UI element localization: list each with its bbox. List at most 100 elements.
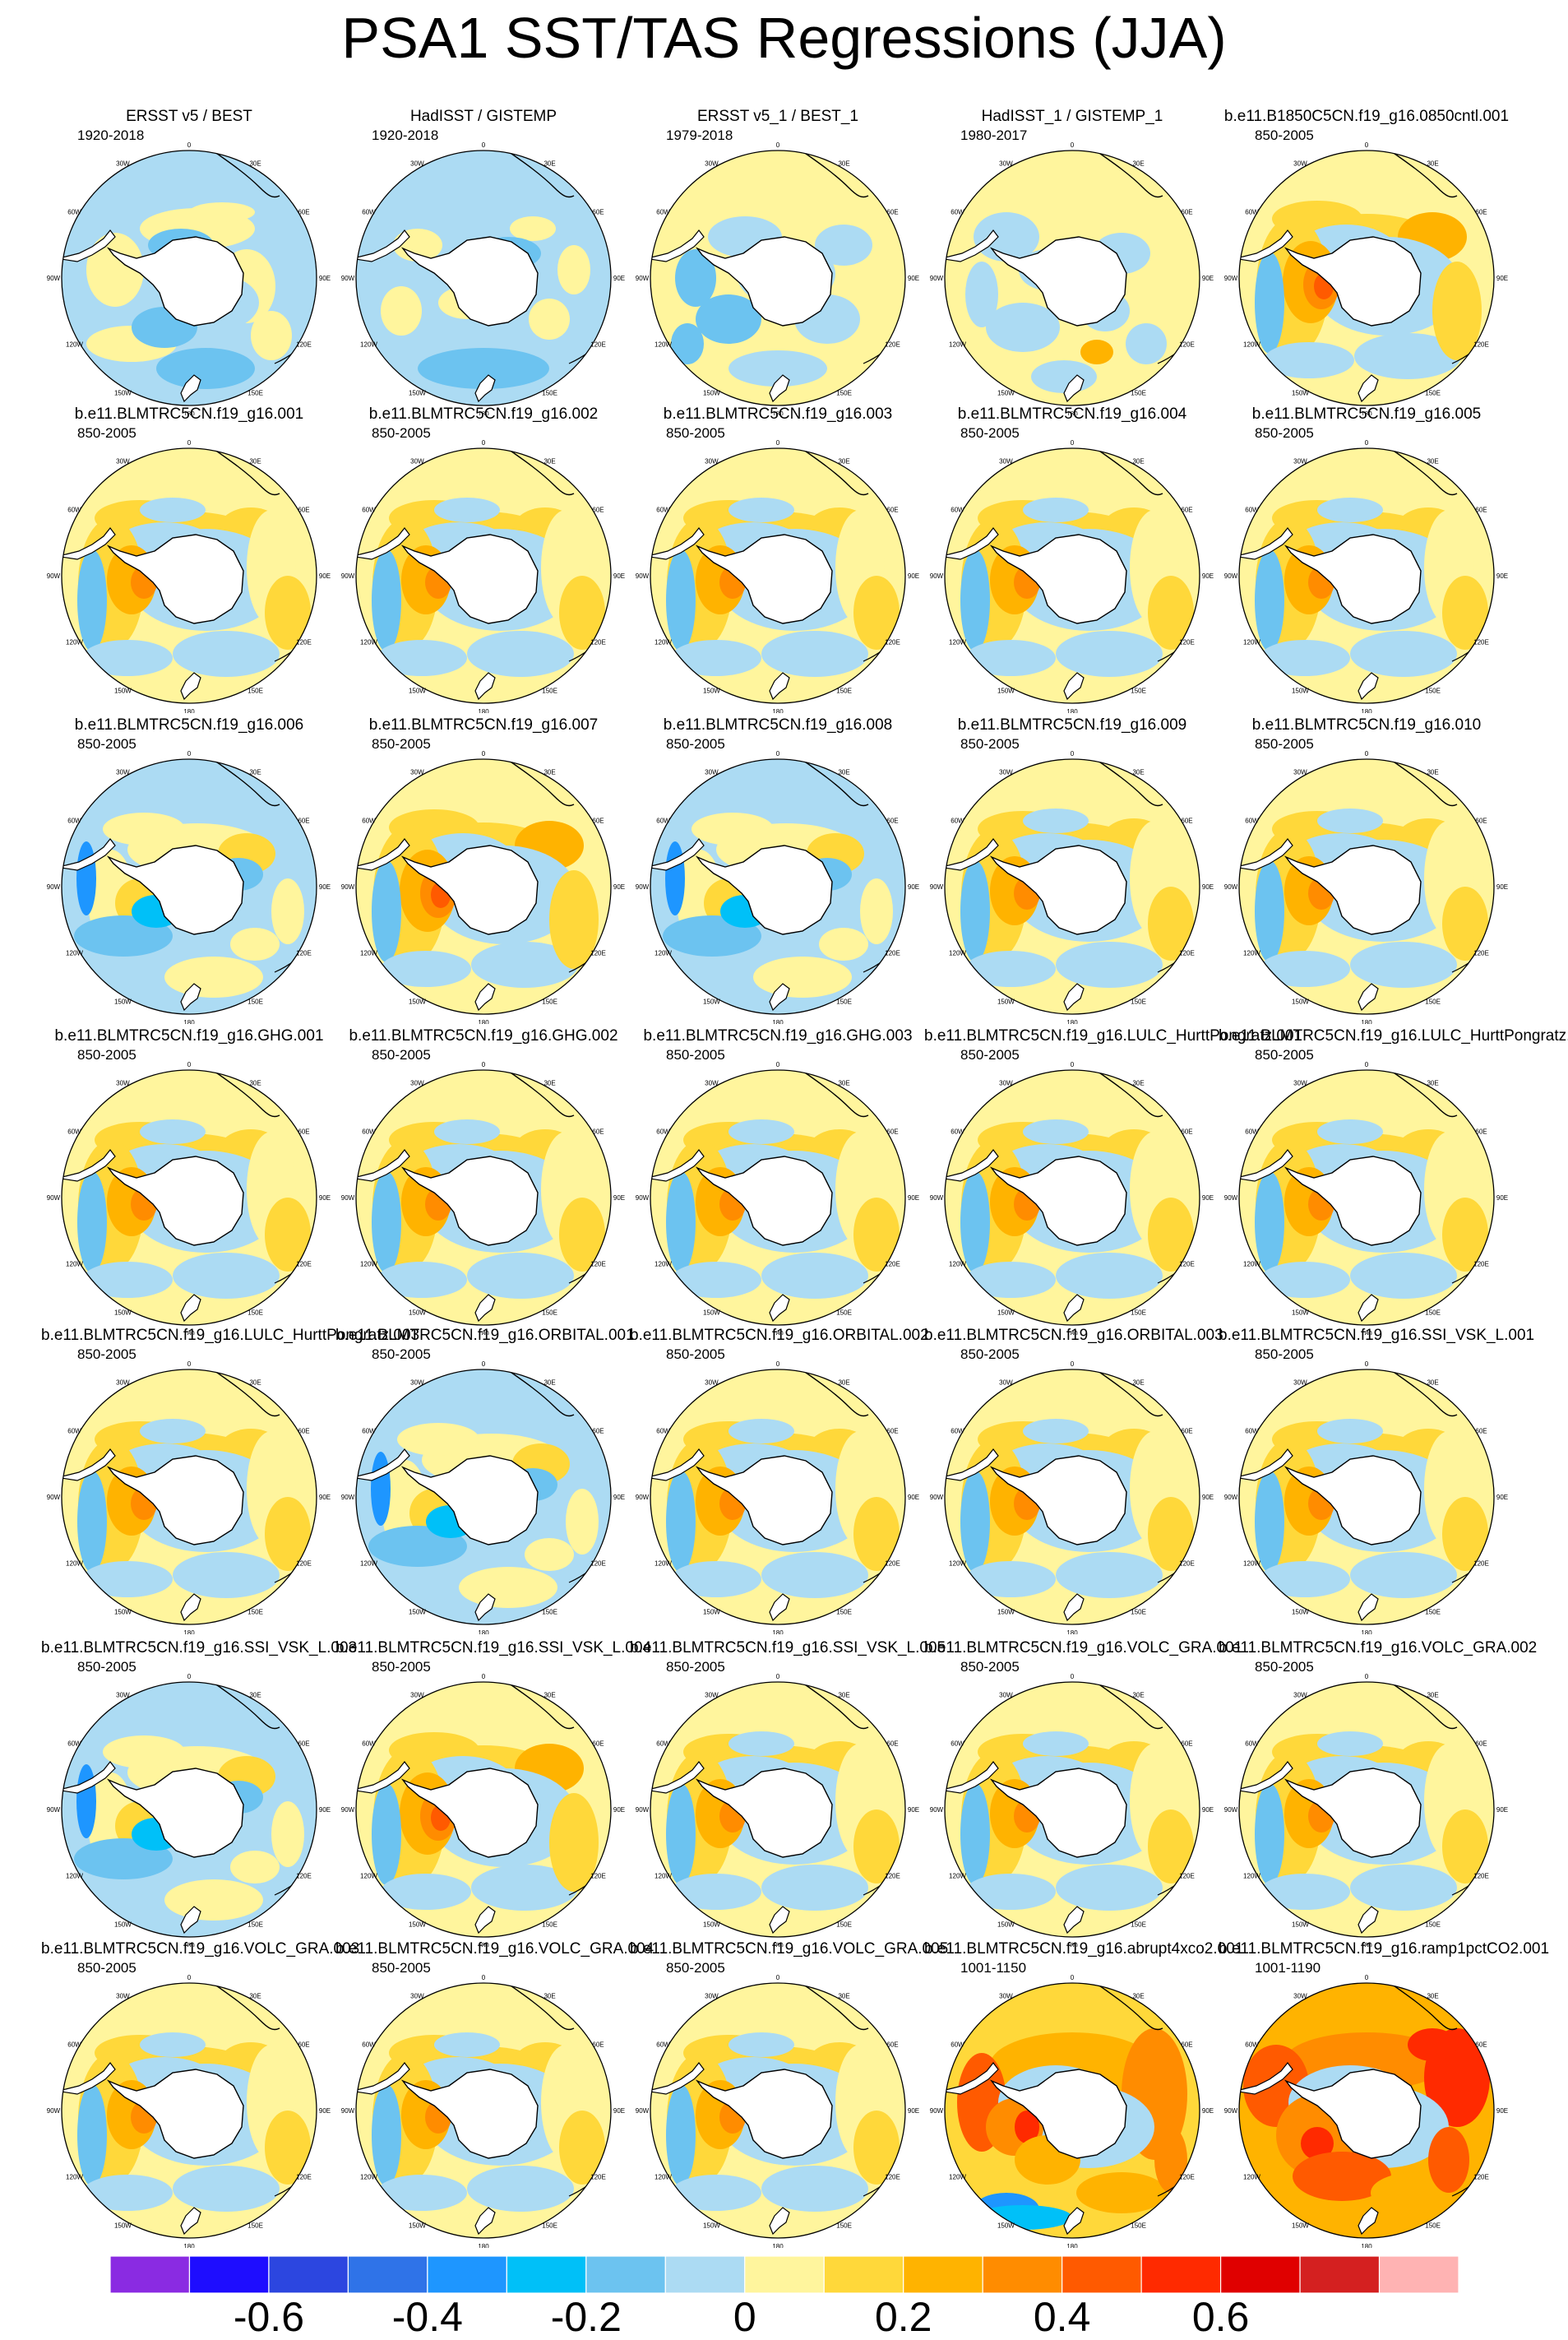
longitude-label: 90W: [930, 275, 944, 282]
contour-region: [86, 233, 144, 307]
map-border: [355, 1369, 612, 1625]
longitude-label: 30W: [410, 160, 424, 168]
contour-region: [1442, 1809, 1488, 1884]
panel-title: b.e11.BLMTRC5CN.f19_g16.LULC_HurttPongra…: [924, 1027, 1303, 1045]
polar-map: 0 30E 60E 90E 120E 150E 180 150W 120W 90W 60W 30W: [930, 1061, 1214, 1335]
longitude-label: 60E: [886, 2041, 898, 2048]
colorbar-bin: [1140, 2255, 1222, 2294]
longitude-label: 30E: [249, 1993, 261, 2000]
contour-region: [434, 2032, 500, 2057]
map-panel: 0 30E 60E 90E 120E 150E 180 150W 120W 90W 60W 30W b.…: [924, 1638, 1242, 1947]
longitude-label: 180: [183, 708, 195, 713]
longitude-label: 30E: [838, 1692, 849, 1699]
contour-region: [1442, 1198, 1488, 1272]
contour-region: [381, 1874, 471, 1910]
map-panel: 0 30E 60E 90E 120E 150E 180 150W 120W 90W 60W 30W Ha…: [335, 107, 631, 415]
new-zealand-coastline: [1358, 983, 1379, 1012]
contour-region: [103, 1735, 185, 1768]
new-zealand-coastline: [180, 374, 201, 403]
new-zealand-coastline: [1358, 1906, 1379, 1935]
panel-period: 850-2005: [960, 425, 1020, 441]
africa-coastline: [802, 448, 869, 496]
map-panel: 0 30E 60E 90E 120E 150E 180 150W 120W 90W 60W 30W b.…: [335, 405, 631, 713]
longitude-label: 30E: [249, 769, 261, 776]
longitude-label: 60W: [656, 1427, 670, 1434]
new-zealand-coastline: [769, 983, 790, 1012]
contour-region: [1260, 1262, 1350, 1298]
contour-region: [1317, 1119, 1383, 1144]
new-zealand-coastline: [1063, 1906, 1085, 1935]
longitude-label: 150E: [542, 2222, 557, 2230]
polar-map: 0 30E 60E 90E 120E 150E 180 150W 120W 90W 60W 30W: [1224, 1974, 1508, 2248]
longitude-label: 30W: [116, 458, 130, 466]
contour-region: [1031, 360, 1097, 393]
longitude-label: 90W: [636, 275, 650, 282]
polar-map: 0 30E 60E 90E 120E 150E 180 150W 120W 90W 60W 30W: [636, 439, 919, 713]
longitude-label: 90E: [908, 2107, 919, 2115]
antarctica-coastline: [400, 534, 539, 624]
longitude-label: 120W: [654, 1261, 672, 1268]
panel-title: ERSST v5_1 / BEST_1: [696, 108, 859, 125]
longitude-label: 90W: [930, 1194, 944, 1202]
contour-region: [566, 1489, 599, 1555]
longitude-label: 60E: [592, 1740, 604, 1747]
longitude-label: 60E: [592, 208, 604, 215]
longitude-label: 90W: [1224, 1194, 1238, 1202]
polar-map: 0 30E 60E 90E 120E 150E 180 150W 120W 90W 60W 30W: [930, 141, 1214, 415]
contour-region: [77, 1471, 107, 1573]
longitude-label: 30W: [1293, 160, 1307, 168]
longitude-label: 90W: [47, 275, 61, 282]
contour-region: [1354, 333, 1461, 379]
longitude-label: 30E: [543, 160, 555, 168]
africa-coastline: [213, 759, 280, 807]
longitude-label: 150W: [997, 999, 1015, 1006]
colorbar-bin: [823, 2255, 904, 2294]
longitude-label: 180: [772, 1942, 784, 1947]
contour-region: [1023, 498, 1089, 522]
polar-map: 0 30E 60E 90E 120E 150E 180 150W 120W 90W 60W 30W: [636, 141, 919, 415]
contour-region: [271, 878, 304, 944]
panel-period: 1001-1190: [1255, 1960, 1321, 1976]
antarctica-coastline: [106, 534, 244, 624]
longitude-label: 60W: [362, 208, 376, 215]
longitude-label: 120W: [360, 2174, 377, 2181]
map-panel: 0 30E 60E 90E 120E 150E 180 150W 120W 90W 60W 30W b.…: [630, 716, 926, 1024]
panel-title: b.e11.BLMTRC5CN.f19_g16.GHG.003: [643, 1027, 913, 1045]
colorbar-bin: [347, 2255, 428, 2294]
longitude-label: 0: [1071, 1974, 1075, 1981]
longitude-label: 150E: [1425, 1921, 1441, 1929]
map-panel: 0 30E 60E 90E 120E 150E 180 150W 120W 90W 60W 30W b.…: [335, 1326, 635, 1634]
panel-period: 850-2005: [1255, 1047, 1314, 1063]
contour-region: [1255, 549, 1284, 651]
map-border: [355, 150, 612, 406]
map-panel: 0 30E 60E 90E 120E 150E 180 150W 120W 90W 60W 30W b.…: [41, 1326, 419, 1634]
longitude-label: 60W: [951, 2041, 964, 2048]
contour-region: [230, 1851, 280, 1884]
colorbar-tick-label: -0.6: [233, 2294, 305, 2340]
contour-region: [82, 640, 173, 676]
panel-period: 850-2005: [960, 1047, 1020, 1063]
contour-region: [381, 951, 471, 987]
new-zealand-coastline: [1358, 374, 1379, 403]
longitude-label: 60E: [886, 506, 898, 513]
contour-region: [372, 549, 401, 651]
map-panel: 0 30E 60E 90E 120E 150E 180 150W 120W 90W 60W 30W b.…: [335, 1638, 651, 1947]
contour-region: [418, 348, 549, 389]
polar-map: 0 30E 60E 90E 120E 150E 180 150W 120W 90W 60W 30W: [341, 750, 625, 1024]
longitude-label: 90W: [636, 883, 650, 891]
map-panel: 0 30E 60E 90E 120E 150E 180 150W 120W 90W 60W 30W b.…: [335, 716, 631, 1024]
longitude-label: 60E: [1181, 817, 1192, 824]
longitude-label: 60E: [298, 2041, 309, 2048]
panel-period: 850-2005: [666, 1659, 725, 1675]
contour-region: [1260, 640, 1350, 676]
longitude-label: 90W: [930, 1494, 944, 1501]
longitude-label: 60W: [67, 1740, 81, 1747]
longitude-label: 60W: [67, 506, 81, 513]
longitude-label: 60E: [298, 1427, 309, 1434]
map-border: [650, 150, 906, 406]
contour-region: [1255, 1783, 1284, 1885]
longitude-label: 60E: [1181, 1427, 1192, 1434]
contour-region: [666, 549, 696, 651]
longitude-label: 30E: [249, 1080, 261, 1087]
antarctica-coastline: [989, 236, 1127, 327]
